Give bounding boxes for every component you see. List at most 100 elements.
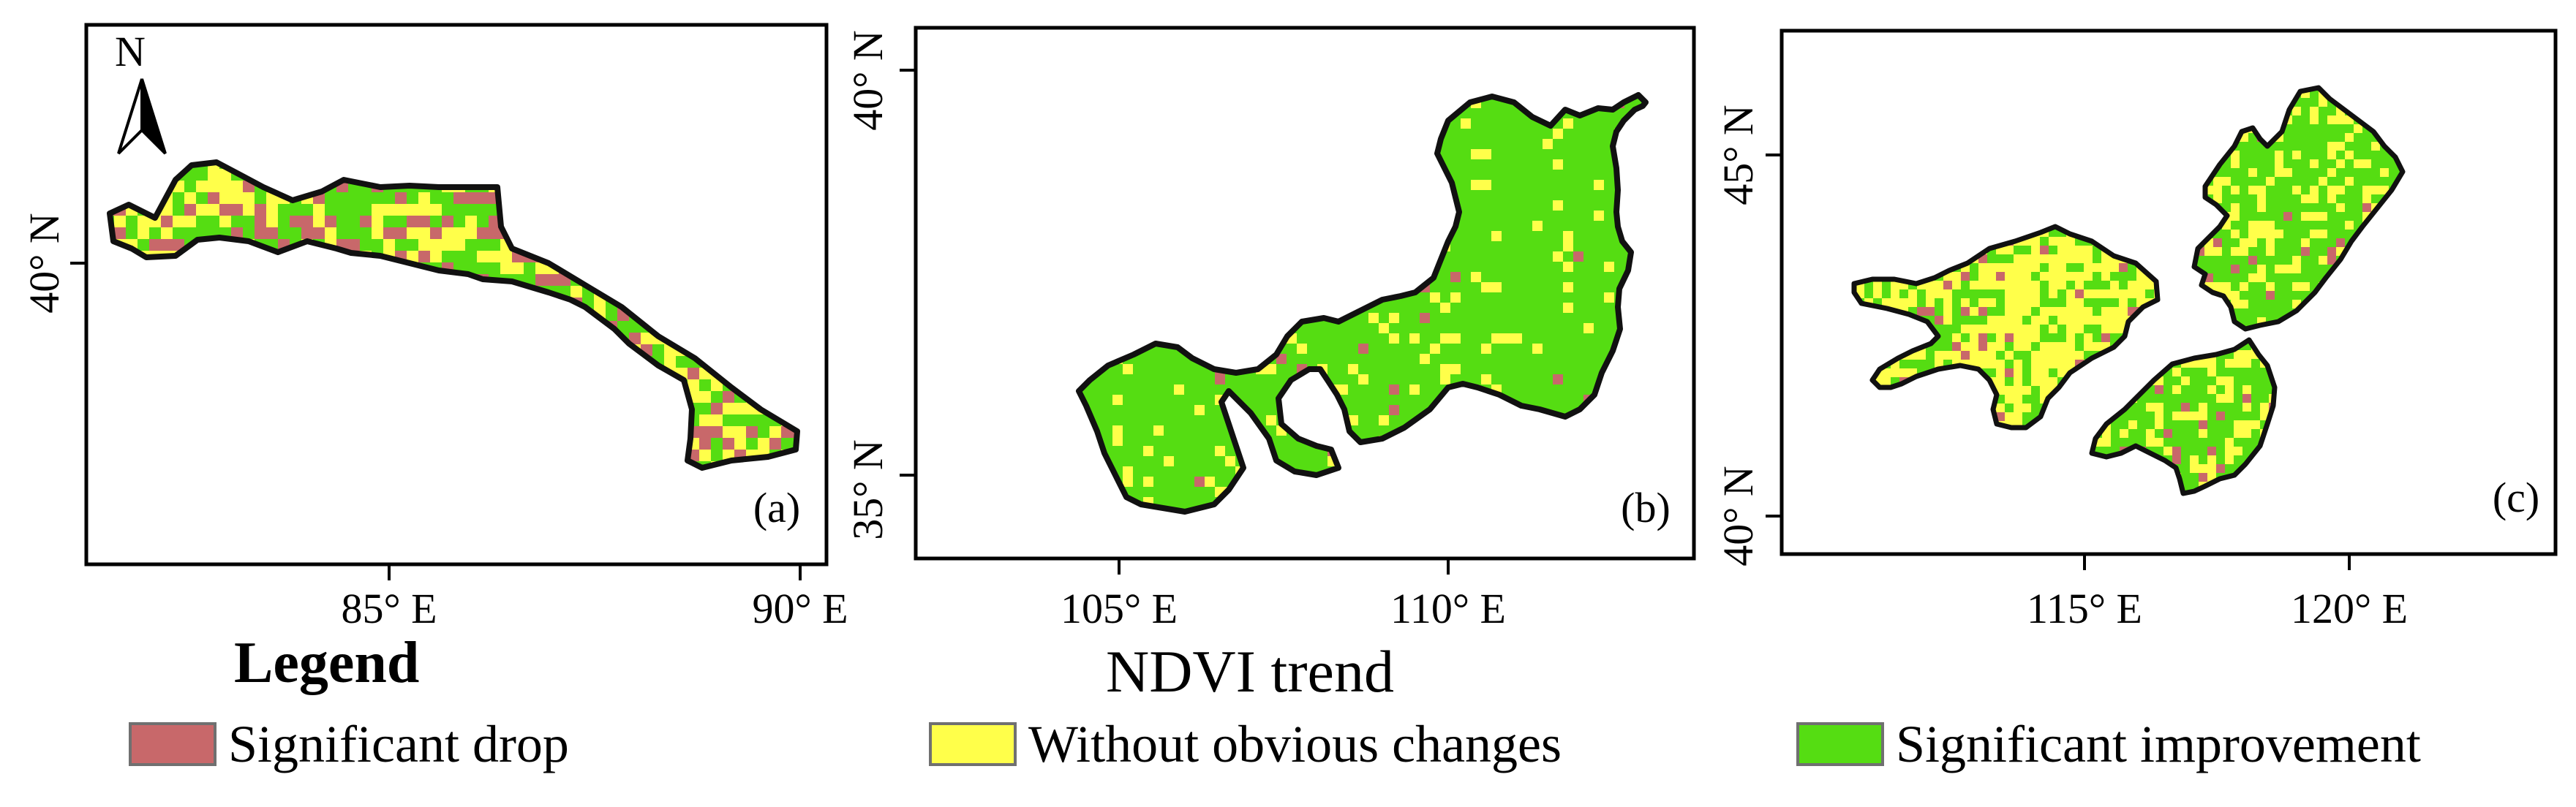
raster-cell <box>2101 254 2110 263</box>
raster-cell <box>2014 272 2022 281</box>
raster-cell <box>2336 115 2345 124</box>
raster-cell <box>1987 316 1996 325</box>
raster-cell <box>2057 263 2066 272</box>
raster-cell <box>1952 333 1961 342</box>
raster-cell <box>1926 289 1935 298</box>
raster-cell <box>2057 342 2066 351</box>
raster-cell <box>2066 289 2075 298</box>
raster-cell <box>1891 289 1899 298</box>
raster-cell <box>1563 303 1573 313</box>
raster-cell <box>2199 464 2207 473</box>
raster-cell <box>418 239 430 251</box>
raster-cell <box>255 227 266 239</box>
raster-cell <box>1873 281 1882 289</box>
raster-cell <box>2049 360 2057 368</box>
raster-cell <box>2066 351 2075 360</box>
raster-cell <box>2172 368 2181 376</box>
raster-cell <box>2234 359 2242 368</box>
raster-cell <box>2120 429 2128 438</box>
raster-cell <box>1389 384 1399 395</box>
map-panel-a: N 85° E 90° E 40° N (a) <box>20 23 848 632</box>
raster-cell <box>301 227 313 239</box>
raster-cell <box>1553 159 1563 170</box>
raster-cell <box>290 216 301 227</box>
raster-cell <box>723 438 734 450</box>
raster-cell <box>2031 254 2040 263</box>
raster-cell <box>2110 316 2119 325</box>
raster-cell <box>2275 151 2283 159</box>
raster-cell <box>2014 421 2022 428</box>
raster-cell <box>2275 168 2283 177</box>
raster-cell <box>1899 298 1908 307</box>
raster-cell <box>372 216 383 227</box>
raster-cell <box>2155 403 2163 412</box>
raster-cell <box>2040 377 2049 386</box>
raster-cell <box>2066 307 2075 316</box>
raster-cell <box>477 192 489 204</box>
raster-cell <box>2084 263 2093 272</box>
raster-cell <box>2093 316 2101 325</box>
raster-cell <box>1961 298 1970 307</box>
raster-cell <box>442 216 453 227</box>
raster-cell <box>2172 412 2181 420</box>
raster-cell <box>2301 282 2310 291</box>
raster-cell <box>1123 466 1133 477</box>
raster-cell <box>2327 115 2336 124</box>
raster-cell <box>219 192 231 204</box>
raster-cell <box>1970 307 1978 316</box>
raster-cell <box>2231 212 2240 221</box>
raster-cell <box>1112 425 1123 436</box>
raster-cell <box>2031 333 2040 342</box>
raster-cell <box>2049 325 2057 333</box>
region-boundary-c-northeast <box>2191 85 2406 332</box>
raster-cell <box>1532 344 1543 354</box>
raster-cell <box>2119 316 2128 325</box>
raster-cell <box>1978 333 1987 342</box>
raster-cell <box>2093 263 2101 272</box>
raster-cell <box>2266 238 2275 247</box>
raster-cell <box>2022 307 2031 316</box>
raster-cell <box>734 426 746 438</box>
raster-cell <box>2031 316 2040 325</box>
raster-cell <box>500 262 512 274</box>
raster-cell <box>1935 316 1943 325</box>
raster-cell <box>2354 159 2362 168</box>
raster-cell <box>2066 333 2075 342</box>
raster-cell <box>2319 256 2327 265</box>
raster-cell <box>1430 344 1440 354</box>
raster-cell <box>2155 438 2163 447</box>
raster-cell <box>711 379 723 391</box>
raster-cell <box>184 216 196 227</box>
raster-cell <box>2207 385 2216 394</box>
raster-cell <box>2257 203 2266 212</box>
raster-cell <box>2319 230 2327 238</box>
raster-cell <box>2172 447 2181 455</box>
raster-cell <box>2301 247 2310 256</box>
raster-cell <box>1978 307 1987 316</box>
raster-cell <box>1978 351 1987 360</box>
raster-cell <box>1215 374 1225 384</box>
raster-cell <box>383 204 395 216</box>
raster-cell <box>1943 316 1952 325</box>
raster-cell <box>1348 415 1358 425</box>
raster-cell <box>208 204 219 216</box>
raster-cell <box>2057 307 2066 316</box>
raster-cell <box>407 251 418 262</box>
raster-cell <box>173 239 184 251</box>
raster-cell <box>114 216 126 227</box>
raster-cell <box>2049 342 2057 351</box>
raster-cell <box>2075 325 2084 333</box>
raster-cell <box>2336 238 2345 247</box>
raster-cell <box>231 227 243 239</box>
north-arrow-icon: N <box>115 28 167 155</box>
raster-cell <box>2136 281 2145 289</box>
raster-cell <box>2057 351 2066 360</box>
raster-cell <box>1996 368 2005 377</box>
raster-cell <box>2014 360 2022 368</box>
raster-cell <box>2222 177 2231 186</box>
raster-cell <box>2014 377 2022 386</box>
raster-cell <box>2084 316 2093 325</box>
raster-cell <box>1996 377 2005 386</box>
raster-cell <box>2066 360 2075 368</box>
x-tick-label: 115° E <box>2027 585 2142 632</box>
